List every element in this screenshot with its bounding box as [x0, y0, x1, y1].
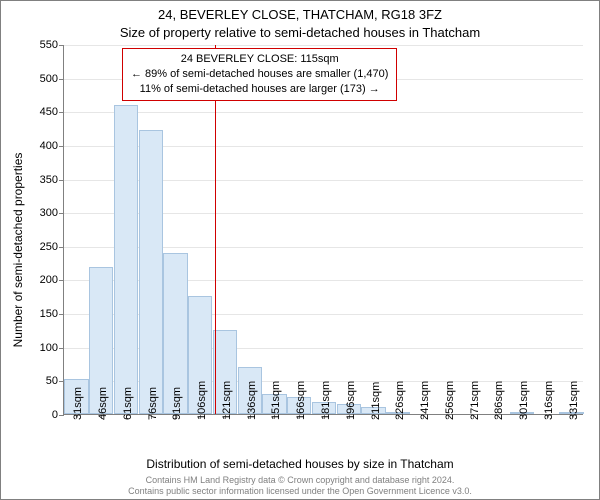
x-tick-label: 76sqm [147, 387, 159, 420]
y-tick-mark [59, 213, 64, 214]
x-tick-label: 196sqm [345, 381, 357, 420]
x-tick-label: 241sqm [419, 381, 431, 420]
x-tick-label: 106sqm [196, 381, 208, 420]
x-tick-label: 91sqm [171, 387, 183, 420]
y-tick-label: 50 [46, 375, 58, 387]
y-tick-label: 450 [40, 106, 58, 118]
y-tick-label: 350 [40, 174, 58, 186]
x-tick-label: 331sqm [568, 381, 580, 420]
y-tick-mark [59, 415, 64, 416]
plot-area: 05010015020025030035040045050055031sqm46… [63, 45, 583, 415]
y-tick-mark [59, 79, 64, 80]
x-tick-label: 61sqm [122, 387, 134, 420]
y-tick-label: 200 [40, 274, 58, 286]
footer-line1: Contains HM Land Registry data © Crown c… [1, 475, 599, 486]
annotation-line1: 24 BEVERLEY CLOSE: 115sqm [131, 52, 388, 67]
y-tick-mark [59, 112, 64, 113]
x-tick-label: 271sqm [469, 381, 481, 420]
chart-title-line1: 24, BEVERLEY CLOSE, THATCHAM, RG18 3FZ [1, 7, 599, 22]
y-tick-label: 100 [40, 342, 58, 354]
x-tick-label: 301sqm [518, 381, 530, 420]
footer: Contains HM Land Registry data © Crown c… [1, 475, 599, 498]
x-tick-label: 166sqm [295, 381, 307, 420]
y-tick-mark [59, 180, 64, 181]
x-tick-label: 151sqm [270, 381, 282, 420]
y-tick-label: 250 [40, 241, 58, 253]
y-axis-label: Number of semi-detached properties [11, 153, 25, 348]
x-tick-label: 286sqm [493, 381, 505, 420]
y-tick-mark [59, 314, 64, 315]
footer-line2: Contains public sector information licen… [1, 486, 599, 497]
y-tick-label: 0 [52, 409, 58, 421]
annotation-line2: ← 89% of semi-detached houses are smalle… [131, 67, 388, 82]
x-tick-label: 181sqm [320, 381, 332, 420]
y-tick-mark [59, 348, 64, 349]
chart-container: 24, BEVERLEY CLOSE, THATCHAM, RG18 3FZ S… [0, 0, 600, 500]
annotation-line3: 11% of semi-detached houses are larger (… [131, 82, 388, 97]
y-tick-mark [59, 45, 64, 46]
x-tick-label: 121sqm [221, 381, 233, 420]
gridline [64, 112, 583, 113]
y-tick-label: 150 [40, 308, 58, 320]
x-tick-label: 136sqm [246, 381, 258, 420]
histogram-bar [139, 130, 163, 414]
y-tick-mark [59, 280, 64, 281]
y-tick-mark [59, 146, 64, 147]
gridline [64, 45, 583, 46]
x-tick-label: 211sqm [370, 382, 382, 420]
chart-title-line2: Size of property relative to semi-detach… [1, 25, 599, 40]
x-tick-label: 31sqm [72, 387, 84, 420]
x-tick-label: 316sqm [543, 381, 555, 420]
y-tick-label: 300 [40, 207, 58, 219]
y-tick-label: 500 [40, 73, 58, 85]
y-tick-label: 400 [40, 140, 58, 152]
x-tick-label: 256sqm [444, 381, 456, 420]
y-tick-label: 550 [40, 39, 58, 51]
x-tick-label: 226sqm [394, 381, 406, 420]
annotation-box: 24 BEVERLEY CLOSE: 115sqm ← 89% of semi-… [122, 48, 397, 101]
histogram-bar [114, 105, 138, 414]
x-axis-label: Distribution of semi-detached houses by … [1, 457, 599, 471]
x-tick-label: 46sqm [97, 387, 109, 420]
y-tick-mark [59, 247, 64, 248]
